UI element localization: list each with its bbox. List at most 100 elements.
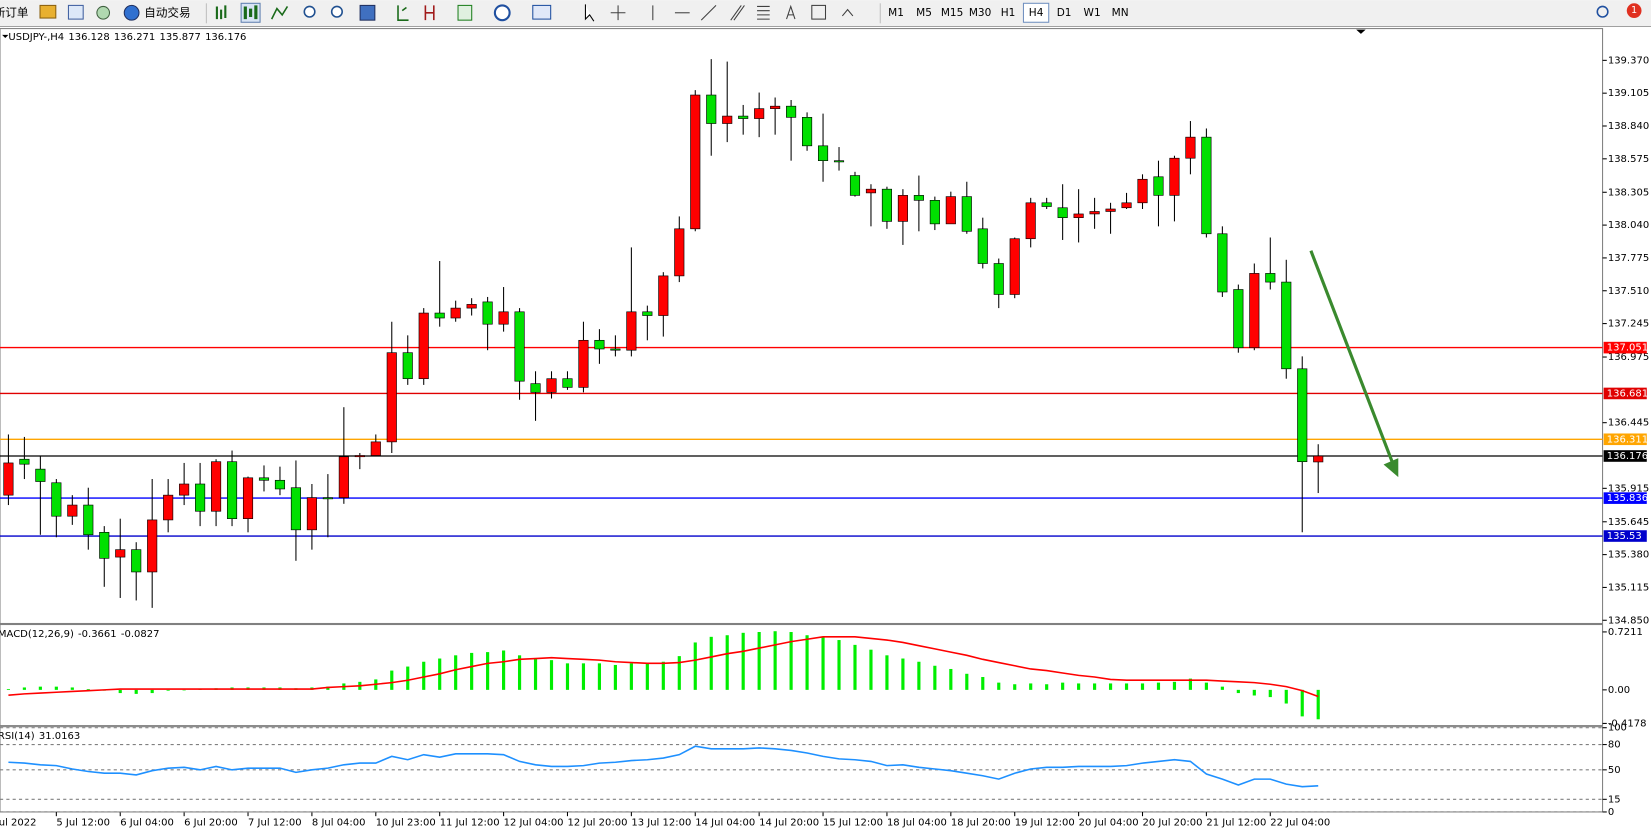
macd-bar <box>773 631 777 690</box>
macd-bar <box>406 666 410 690</box>
timeframe-button[interactable]: H4 <box>1029 7 1044 19</box>
macd-bar <box>1108 683 1113 690</box>
timeframe-button[interactable]: MN <box>1112 7 1129 19</box>
price-tag-label: 135.836 <box>1607 493 1648 504</box>
search-icon[interactable] <box>1596 5 1609 18</box>
toolbar-icon[interactable] <box>270 6 289 20</box>
toolbar-icon[interactable] <box>96 5 111 20</box>
x-tick-label: 15 Jul 12:00 <box>823 817 883 828</box>
candle-body <box>1297 368 1308 463</box>
zoom-out[interactable] <box>330 5 343 18</box>
timeframe-button[interactable]: W1 <box>1084 7 1101 19</box>
y-tick-label: 134.850 <box>1608 615 1649 626</box>
auto-trade-icon[interactable] <box>123 4 140 21</box>
candle-body <box>610 348 621 351</box>
candle-body <box>1281 281 1292 370</box>
macd-bar <box>6 689 11 690</box>
candle-body <box>274 479 286 490</box>
new-order-button[interactable]: 新订单 <box>0 5 28 19</box>
candle-body <box>578 339 589 388</box>
candle-body <box>1121 202 1132 209</box>
toolbar-icon[interactable] <box>67 4 84 20</box>
price-tag <box>1603 450 1647 462</box>
candle-body <box>993 263 1004 295</box>
toolbar-icon[interactable] <box>424 5 435 21</box>
x-tick-label: 18 Jul 20:00 <box>951 817 1011 828</box>
toolbar-icon[interactable] <box>243 5 258 20</box>
y-tick-label: 138.840 <box>1608 121 1649 132</box>
zoom-in[interactable] <box>303 5 316 18</box>
x-tick-label: 5 Jul 12:00 <box>56 817 110 828</box>
macd-bar <box>741 632 745 690</box>
y-tick-label: 135.915 <box>1608 483 1649 494</box>
active-timeframe-frame <box>1022 2 1050 23</box>
toolbar-icon[interactable] <box>215 5 227 20</box>
macd-bar <box>134 689 138 694</box>
candle-body <box>1089 211 1100 215</box>
x-tick-label: 12 Jul 20:00 <box>567 817 627 828</box>
toolbar: 新订单 自动交易 M1 M5 M15 M30 H1 H4 D1 W1 MN 1 <box>0 0 1651 27</box>
toolbar-icon[interactable] <box>39 4 57 19</box>
candle-body <box>929 200 940 225</box>
macd-bar <box>965 673 969 690</box>
toolbar-icon[interactable] <box>532 4 552 20</box>
toolbar-icon[interactable] <box>397 5 409 21</box>
timeframe-button[interactable]: H1 <box>1001 7 1016 19</box>
auto-trade-button[interactable]: 自动交易 <box>144 5 190 19</box>
x-tick-label: 6 Jul 04:00 <box>120 817 174 828</box>
macd-bar <box>1093 683 1097 690</box>
macd-bar <box>821 636 825 690</box>
candle-body <box>179 483 190 496</box>
macd-bar <box>805 635 809 690</box>
candle-body <box>115 549 126 558</box>
text-tool[interactable] <box>786 4 796 20</box>
y-tick-label: 136.975 <box>1608 352 1649 363</box>
candle-body <box>849 175 861 196</box>
x-tick-label: 19 Jul 12:00 <box>1015 817 1075 828</box>
timeframe-button[interactable]: M15 <box>941 7 963 19</box>
channel-tool[interactable] <box>730 5 745 21</box>
candle-body <box>690 94 701 230</box>
candle-body <box>386 352 397 443</box>
macd-bar <box>486 652 490 690</box>
candle-body <box>786 105 797 118</box>
macd-bar <box>565 663 570 690</box>
rsi-header: RSI(14) 31.0163 <box>0 731 80 742</box>
y-tick-label: 0.00 <box>1608 685 1630 696</box>
y-tick-label: 137.775 <box>1608 253 1649 264</box>
candle-body <box>83 504 94 536</box>
crosshair-tool[interactable] <box>610 5 626 21</box>
y-tick-label: 136.445 <box>1608 418 1649 429</box>
timeframe-button[interactable]: D1 <box>1057 7 1072 19</box>
notification-badge[interactable] <box>1626 3 1642 19</box>
timeframe-button[interactable]: M5 <box>916 7 932 19</box>
macd-bar <box>549 660 554 690</box>
fibo-tool[interactable] <box>757 5 770 20</box>
candle-body <box>642 311 653 316</box>
arrows-tool[interactable] <box>841 8 854 17</box>
macd-bar <box>150 689 154 694</box>
candle-body <box>1201 136 1212 235</box>
toolbar-icon[interactable] <box>359 4 376 21</box>
trendline-tool[interactable] <box>700 5 717 21</box>
price-tag <box>1603 341 1647 354</box>
timeframe-button[interactable]: M1 <box>888 7 904 19</box>
candle-body <box>418 312 429 380</box>
macd-bar <box>581 663 586 690</box>
x-tick-label: 20 Jul 20:00 <box>1143 817 1203 828</box>
candle-body <box>1025 202 1036 240</box>
candle-body <box>530 383 541 393</box>
label-tool[interactable] <box>811 4 827 20</box>
macd-bar <box>517 655 522 690</box>
macd-bar <box>1252 689 1256 696</box>
cursor-tool[interactable] <box>584 4 595 22</box>
toolbar-icon[interactable] <box>493 4 511 22</box>
timeframe-button[interactable]: M30 <box>969 7 991 19</box>
y-tick-label: 139.370 <box>1608 55 1649 66</box>
macd-bar <box>645 663 649 690</box>
toolbar-icon[interactable] <box>457 4 473 21</box>
y-tick-label: 0 <box>1608 807 1614 818</box>
price-tag-label: 136.176 <box>1607 451 1648 462</box>
symbol-marker <box>2 34 9 39</box>
